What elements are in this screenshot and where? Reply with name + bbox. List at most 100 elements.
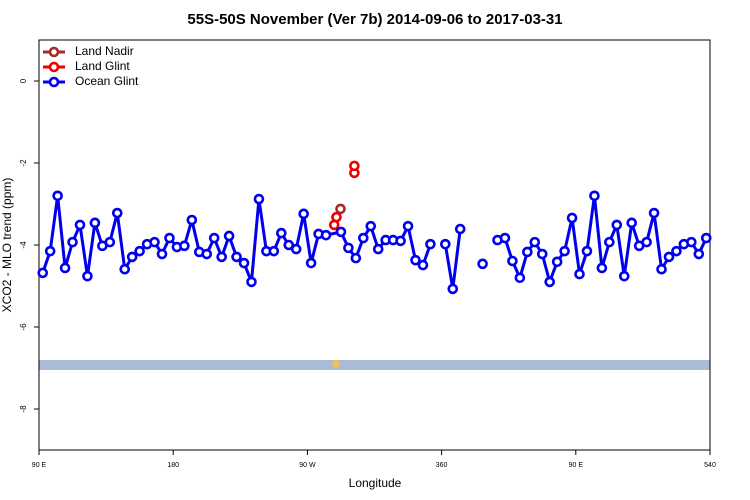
data-point: [536, 248, 548, 260]
x-tick-label: 540: [704, 462, 716, 469]
data-point: [410, 254, 421, 266]
data-point: [335, 203, 346, 215]
data-point: [589, 190, 600, 202]
data-point: [559, 245, 570, 257]
data-point: [566, 212, 578, 224]
data-point: [693, 248, 705, 260]
data-point: [671, 245, 682, 257]
data-point: [499, 232, 511, 244]
data-point: [231, 251, 242, 263]
y-tick-label: 0: [19, 78, 28, 83]
data-point: [59, 262, 71, 274]
data-point: [514, 272, 526, 284]
x-tick-label: 360: [436, 462, 448, 469]
data-point: [663, 251, 675, 263]
data-point: [179, 240, 190, 252]
chart-title: 55S-50S November (Ver 7b) 2014-09-06 to …: [187, 11, 562, 28]
data-point: [544, 276, 556, 288]
data-point: [440, 238, 451, 250]
series-line: [443, 228, 462, 291]
x-tick-label: 180: [167, 462, 179, 469]
data-point: [119, 263, 131, 275]
data-point: [477, 258, 488, 270]
data-point: [581, 245, 593, 257]
data-point: [186, 214, 198, 226]
legend-marker: [48, 76, 60, 88]
x-tick-label: 90 E: [32, 462, 47, 469]
data-point: [89, 217, 101, 229]
data-point: [365, 220, 377, 232]
data-point: [343, 242, 354, 254]
data-point: [454, 223, 466, 235]
legend-label: Land Nadir: [75, 44, 134, 58]
data-point: [395, 235, 406, 247]
data-point: [425, 238, 436, 250]
data-point: [253, 193, 265, 205]
series-line: [41, 194, 432, 284]
data-point: [611, 219, 623, 231]
data-point: [276, 227, 287, 239]
data-point: [349, 160, 360, 172]
x-tick-label: 90 E: [569, 462, 584, 469]
data-point: [149, 236, 160, 248]
x-tick-label: 90 W: [299, 462, 316, 469]
data-point: [686, 236, 697, 248]
data-point: [335, 226, 347, 238]
data-point: [626, 217, 638, 229]
data-point: [208, 232, 220, 244]
data-point: [372, 243, 384, 255]
data-point: [648, 207, 660, 219]
data-point: [156, 248, 168, 260]
data-point: [67, 236, 78, 248]
data-point: [201, 248, 213, 260]
y-tick-label: -4: [19, 241, 28, 249]
data-point: [290, 243, 302, 255]
map-strip: [39, 360, 710, 370]
data-point: [331, 211, 342, 223]
data-point: [111, 207, 123, 219]
data-point: [298, 208, 309, 220]
data-point: [82, 270, 93, 282]
data-point: [417, 259, 429, 271]
data-point: [402, 220, 414, 232]
data-point: [641, 236, 652, 248]
data-point: [656, 263, 667, 275]
data-point: [268, 245, 280, 257]
y-tick-label: -2: [19, 159, 28, 167]
data-point: [223, 230, 235, 242]
data-point: [529, 236, 541, 248]
land-patch: [332, 360, 340, 368]
data-point: [134, 245, 145, 257]
data-point: [522, 246, 533, 258]
data-point: [551, 256, 563, 268]
data-point: [596, 262, 608, 274]
data-point: [358, 232, 369, 244]
data-point: [44, 245, 56, 257]
data-point: [164, 232, 175, 244]
data-point: [37, 267, 49, 279]
legend-label: Land Glint: [75, 59, 130, 73]
legend-marker: [48, 46, 60, 58]
data-point: [104, 236, 116, 248]
y-tick-label: -6: [19, 323, 28, 331]
data-point: [52, 190, 63, 202]
data-point: [238, 257, 250, 269]
data-point: [618, 270, 630, 282]
data-point: [216, 251, 227, 263]
data-point: [604, 236, 615, 248]
legend-marker: [48, 61, 60, 73]
data-point: [700, 232, 712, 244]
data-point: [507, 255, 518, 267]
data-point: [320, 229, 332, 241]
data-point: [246, 276, 257, 288]
data-point: [447, 283, 459, 295]
data-point: [305, 257, 317, 269]
data-point: [126, 251, 138, 263]
x-axis-label: Longitude: [349, 476, 402, 490]
data-point: [283, 239, 295, 251]
y-axis-label: XCO2 - MLO trend (ppm): [0, 178, 14, 313]
legend-label: Ocean Glint: [75, 74, 139, 88]
y-tick-label: -8: [19, 405, 28, 413]
data-point: [74, 219, 86, 231]
